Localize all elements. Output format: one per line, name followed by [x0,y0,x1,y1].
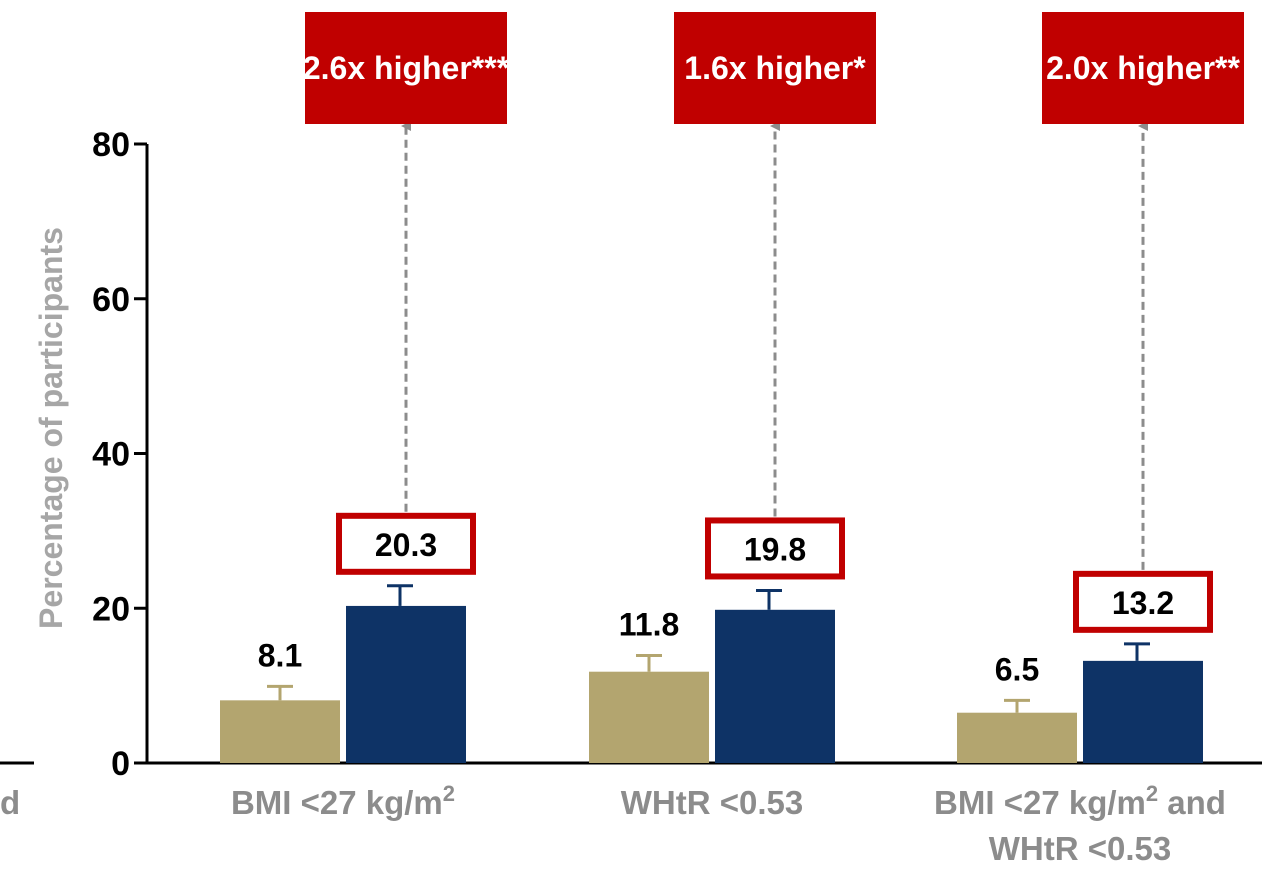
x-category-label-text: and [1158,784,1226,821]
data-label: 6.5 [995,651,1039,687]
bar [957,712,1077,763]
comparison-banner-text: 2.6x higher*** [303,50,510,86]
superscript: 2 [1146,781,1158,806]
y-tick-label: 60 [92,281,130,319]
y-tick-label: 40 [92,436,130,474]
data-label: 13.2 [1112,585,1174,621]
y-tick-label: 20 [92,590,130,628]
comparison-banner [305,12,507,124]
data-label-highlight-box [336,512,476,575]
superscript: 2 [443,781,455,806]
data-label: 8.1 [258,637,302,673]
bar [220,700,340,763]
x-category-label: WHtR <0.53 [621,784,803,821]
x-category-label-line2: WHtR <0.53 [989,830,1171,867]
data-label-highlight-box [1073,570,1213,633]
x-category-label: BMI <27 kg/m2 and [934,781,1226,821]
bar [346,605,466,763]
bar [589,671,709,763]
y-tick-label: 0 [111,745,130,783]
data-label-highlight-box [705,517,845,580]
partial-left-label: d [0,784,20,821]
y-tick-label: 80 [92,126,130,164]
x-category-label-text: WHtR <0.53 [621,784,803,821]
comparison-banner [674,12,876,124]
bar [1083,660,1203,763]
x-category-label-text: BMI <27 kg/m [231,784,443,821]
bar [715,609,835,763]
data-label: 20.3 [375,527,437,563]
y-axis-title: Percentage of participants [33,227,69,629]
x-category-label: BMI <27 kg/m2 [231,781,455,821]
data-label: 11.8 [619,606,680,642]
data-label: 19.8 [744,531,806,567]
x-category-label-text: BMI <27 kg/m [934,784,1146,821]
comparison-banner [1042,12,1244,124]
comparison-banner-text: 1.6x higher* [684,50,866,86]
comparison-banner-text: 2.0x higher** [1046,50,1240,86]
